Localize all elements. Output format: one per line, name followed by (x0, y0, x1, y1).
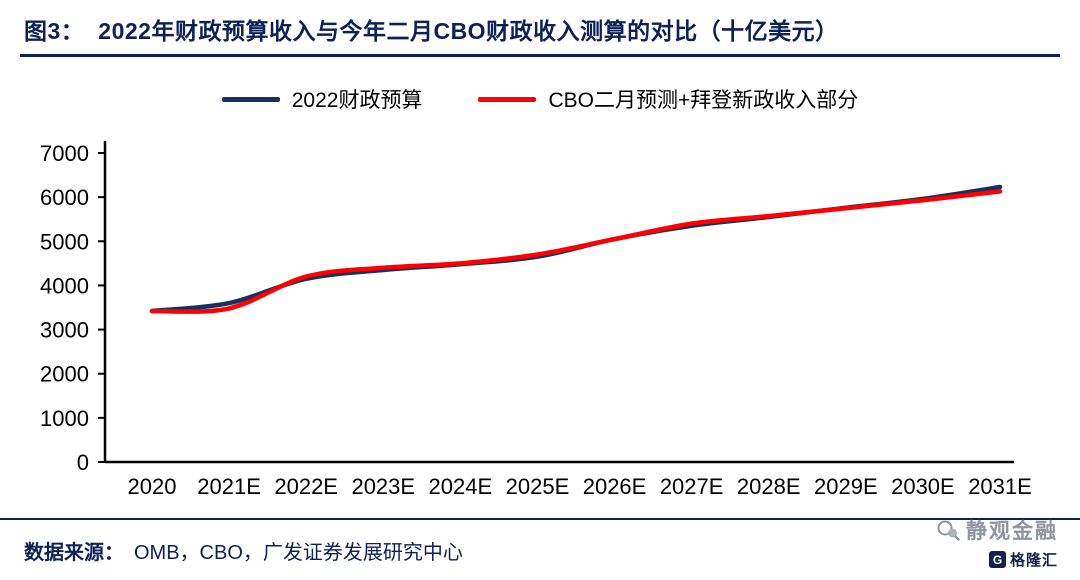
x-tick-label: 2026E (583, 474, 647, 499)
watermark-text: 静观金融 (966, 520, 1058, 543)
y-tick-label: 4000 (40, 273, 89, 298)
x-tick-label: 2028E (737, 474, 801, 499)
figure-header: 图3： 2022年财政预算收入与今年二月CBO财政收入测算的对比（十亿美元） (24, 12, 1056, 46)
y-tick-label: 0 (77, 450, 89, 475)
series-line-1 (149, 189, 1003, 314)
legend-item: 2022财政预算 (221, 84, 423, 114)
x-tick-label: 2020 (128, 474, 177, 499)
footer-divider (0, 518, 1080, 520)
legend-swatch (478, 96, 537, 102)
legend-swatch (221, 96, 280, 102)
x-tick-label: 2021E (197, 474, 261, 499)
x-tick-label: 2025E (506, 474, 570, 499)
data-source: 数据来源： OMB，CBO，广发证券发展研究中心 (24, 536, 463, 565)
data-source-label: 数据来源： (24, 542, 124, 564)
y-tick-label: 7000 (40, 141, 89, 166)
x-tick-label: 2022E (274, 474, 338, 499)
y-tick-label: 2000 (40, 362, 89, 387)
legend-item: CBO二月预测+拜登新政收入部分 (478, 84, 858, 114)
data-source-text: OMB，CBO，广发证券发展研究中心 (134, 542, 463, 564)
chart-legend: 2022财政预算 CBO二月预测+拜登新政收入部分 (0, 84, 1080, 114)
y-tick-label: 1000 (40, 406, 89, 431)
x-tick-label: 2031E (968, 474, 1032, 499)
header-divider (20, 54, 1060, 57)
legend-label: CBO二月预测+拜登新政收入部分 (548, 89, 859, 112)
x-tick-label: 2030E (891, 474, 955, 499)
x-tick-label: 2027E (660, 474, 724, 499)
x-tick-label: 2029E (814, 474, 878, 499)
legend-label: 2022财政预算 (291, 89, 423, 112)
line-chart: 0 1000 2000 3000 4000 5000 6000 7000 2020 2021E 20… (40, 141, 1032, 499)
figure-title: 2022年财政预算收入与今年二月CBO财政收入测算的对比（十亿美元） (98, 18, 839, 44)
search-chat-icon (936, 518, 960, 542)
figure-label: 图3： (24, 18, 85, 44)
y-tick-label: 5000 (40, 229, 89, 254)
gelonghui-logo-icon: G (988, 551, 1006, 568)
y-tick-label: 6000 (40, 185, 89, 210)
x-tick-label: 2024E (429, 474, 493, 499)
gelonghui-logo-text: 格隆汇 (1009, 552, 1058, 569)
y-tick-label: 3000 (40, 318, 89, 343)
x-tick-label: 2023E (351, 474, 415, 499)
watermark-area: 静观金融 G 格隆汇 (936, 515, 1058, 570)
